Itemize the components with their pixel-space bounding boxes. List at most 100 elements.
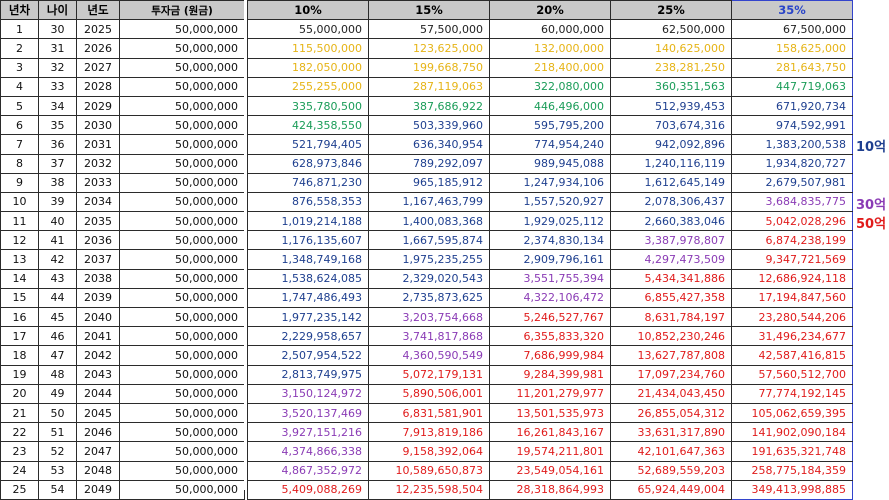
- cell-year-index: 18: [0, 345, 39, 366]
- table-row: 2 31 2026 50,000,000: [0, 38, 245, 59]
- cell-year: 2035: [76, 211, 120, 232]
- header-rate-25: 25%: [610, 0, 732, 21]
- table-row: 9 38 2033 50,000,000: [0, 172, 245, 193]
- table-row: 1,538,624,085 2,329,020,543 3,551,755,394 5…: [247, 268, 853, 289]
- table-row: 521,794,405 636,340,954 774,954,240 942,092…: [247, 134, 853, 155]
- cell-value: 57,500,000: [368, 19, 490, 40]
- cell-year-index: 6: [0, 115, 39, 136]
- cell-value: 17,194,847,560: [731, 287, 853, 309]
- cell-age: 34: [38, 95, 77, 117]
- cell-value: 16,261,843,167: [489, 422, 611, 443]
- cell-year: 2033: [76, 172, 120, 193]
- cell-year-index: 10: [0, 191, 39, 213]
- cell-value: 287,119,063: [368, 76, 490, 97]
- cell-value: 158,625,000: [731, 38, 853, 59]
- cell-value: 57,560,512,700: [731, 364, 853, 385]
- cell-principal: 50,000,000: [119, 191, 245, 213]
- cell-age: 49: [38, 383, 77, 404]
- cell-value: 12,686,924,118: [731, 268, 853, 289]
- cell-value: 2,507,954,522: [247, 345, 369, 366]
- cell-age: 53: [38, 460, 77, 481]
- cell-principal: 50,000,000: [119, 19, 245, 40]
- cell-age: 44: [38, 287, 77, 309]
- cell-age: 50: [38, 402, 77, 424]
- cell-year-index: 1: [0, 19, 39, 40]
- table-row: 23 52 2047 50,000,000: [0, 441, 245, 462]
- cell-value: 3,684,835,775: [731, 191, 853, 213]
- cell-year-index: 8: [0, 153, 39, 174]
- cell-value: 1,612,645,149: [610, 172, 732, 193]
- cell-value: 1,167,463,799: [368, 191, 490, 213]
- rate-header-row: 10% 15% 20% 25% 35%: [247, 0, 853, 21]
- table-row: 2,229,958,657 3,741,817,868 6,355,833,320 1…: [247, 326, 853, 347]
- cell-value: 703,674,316: [610, 115, 732, 136]
- cell-year-index: 11: [0, 211, 39, 232]
- cell-year: 2039: [76, 287, 120, 309]
- cell-value: 446,496,000: [489, 95, 611, 117]
- cell-year-index: 16: [0, 306, 39, 328]
- table-row: 1 30 2025 50,000,000: [0, 19, 245, 40]
- growth-rate-table: 10% 15% 20% 25% 35% 55,000,000 57,500,000…: [247, 0, 853, 500]
- cell-value: 360,351,563: [610, 76, 732, 97]
- cell-age: 39: [38, 191, 77, 213]
- table-row: 5 34 2029 50,000,000: [0, 95, 245, 117]
- cell-age: 45: [38, 306, 77, 328]
- header-age: 나이: [38, 0, 77, 21]
- cell-age: 35: [38, 115, 77, 136]
- cell-age: 42: [38, 249, 77, 270]
- table-row: 1,747,486,493 2,735,873,625 4,322,106,472 6…: [247, 287, 853, 309]
- cell-year: 2047: [76, 441, 120, 462]
- cell-principal: 50,000,000: [119, 115, 245, 136]
- table-row: 3,520,137,469 6,831,581,901 13,501,535,973…: [247, 402, 853, 424]
- cell-principal: 50,000,000: [119, 306, 245, 328]
- table-row: 1,019,214,188 1,400,083,368 1,929,025,112 2…: [247, 211, 853, 232]
- cell-value: 1,975,235,255: [368, 249, 490, 270]
- cell-value: 105,062,659,395: [731, 402, 853, 424]
- header-year: 년도: [76, 0, 120, 21]
- cell-age: 40: [38, 211, 77, 232]
- cell-value: 2,660,383,046: [610, 211, 732, 232]
- cell-value: 5,434,341,886: [610, 268, 732, 289]
- table-row: 19 48 2043 50,000,000: [0, 364, 245, 385]
- cell-value: 3,387,978,807: [610, 230, 732, 251]
- cell-value: 1,557,520,927: [489, 191, 611, 213]
- cell-year: 2027: [76, 57, 120, 78]
- table-row: 255,255,000 287,119,063 322,080,000 360,351…: [247, 76, 853, 97]
- cell-value: 746,871,230: [247, 172, 369, 193]
- cell-value: 387,686,922: [368, 95, 490, 117]
- cell-year: 2038: [76, 268, 120, 289]
- cell-principal: 50,000,000: [119, 460, 245, 481]
- table-row: 13 42 2037 50,000,000: [0, 249, 245, 270]
- cell-value: 1,247,934,106: [489, 172, 611, 193]
- cell-age: 46: [38, 326, 77, 347]
- cell-value: 55,000,000: [247, 19, 369, 40]
- cell-value: 876,558,353: [247, 191, 369, 213]
- cell-value: 1,747,486,493: [247, 287, 369, 309]
- cell-value: 595,795,200: [489, 115, 611, 136]
- cell-year: 2037: [76, 249, 120, 270]
- cell-principal: 50,000,000: [119, 134, 245, 155]
- cell-value: 636,340,954: [368, 134, 490, 155]
- cell-value: 11,201,279,977: [489, 383, 611, 404]
- cell-year: 2025: [76, 19, 120, 40]
- cell-year: 2046: [76, 422, 120, 443]
- cell-value: 5,042,028,296: [731, 211, 853, 232]
- table-row: 876,558,353 1,167,463,799 1,557,520,927 2,0…: [247, 191, 853, 213]
- table-row: 335,780,500 387,686,922 446,496,000 512,939…: [247, 95, 853, 117]
- investment-base-table: 년차 나이 년도 투자금 (원금) 1 30 2025 50,000,000 2 31 20…: [0, 0, 245, 500]
- cell-age: 51: [38, 422, 77, 443]
- cell-year: 2043: [76, 364, 120, 385]
- cell-age: 30: [38, 19, 77, 40]
- cell-principal: 50,000,000: [119, 268, 245, 289]
- cell-value: 2,329,020,543: [368, 268, 490, 289]
- cell-value: 3,150,124,972: [247, 383, 369, 404]
- header-year-index: 년차: [0, 0, 39, 21]
- cell-value: 4,297,473,509: [610, 249, 732, 270]
- table-row: 628,973,846 789,292,097 989,945,088 1,240,1…: [247, 153, 853, 174]
- cell-value: 132,000,000: [489, 38, 611, 59]
- cell-year: 2026: [76, 38, 120, 59]
- header-rate-35: 35%: [731, 0, 853, 21]
- cell-value: 258,775,184,359: [731, 460, 853, 481]
- cell-year: 2045: [76, 402, 120, 424]
- cell-year: 2028: [76, 76, 120, 97]
